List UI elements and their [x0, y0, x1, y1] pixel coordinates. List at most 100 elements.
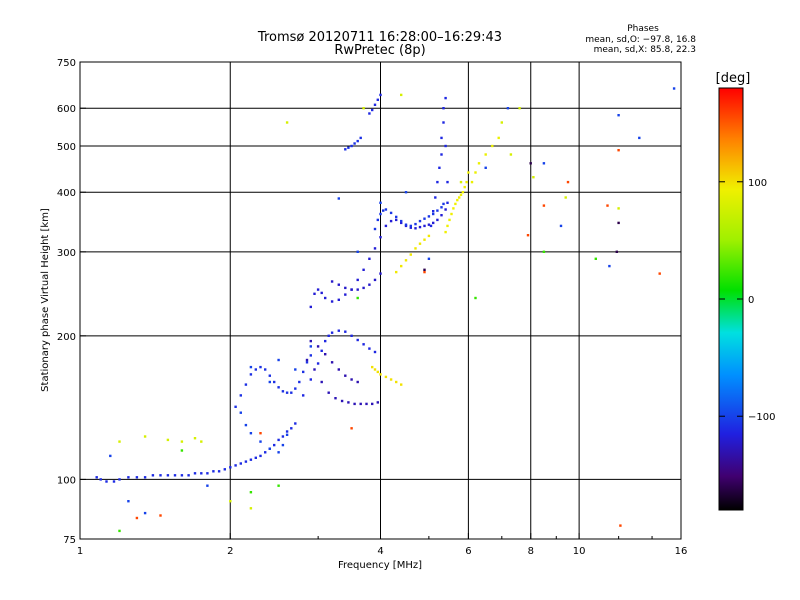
data-point — [99, 478, 102, 481]
y-tick-label: 75 — [63, 535, 76, 546]
data-point — [395, 270, 398, 274]
data-point — [638, 136, 641, 140]
data-point — [423, 224, 426, 228]
y-tick-label: 750 — [57, 58, 76, 69]
data-point — [617, 221, 620, 225]
data-point — [356, 380, 359, 384]
data-point — [427, 215, 431, 218]
data-point — [362, 286, 365, 290]
data-point — [305, 361, 309, 364]
data-point — [273, 380, 276, 384]
y-tick-label: 500 — [57, 142, 76, 153]
data-point — [193, 472, 197, 475]
data-point — [187, 474, 190, 477]
data-point — [423, 238, 426, 241]
data-point — [320, 349, 323, 352]
data-point — [118, 529, 121, 533]
x-tick-label: 6 — [465, 546, 471, 557]
data-point — [350, 378, 353, 381]
data-point — [206, 472, 209, 475]
data-point — [376, 401, 379, 404]
data-point — [277, 358, 280, 362]
data-point — [285, 430, 289, 433]
data-point — [658, 272, 661, 275]
data-point — [268, 374, 271, 377]
data-point — [166, 438, 170, 442]
data-point — [542, 204, 546, 207]
colorbar-label: [deg] — [716, 71, 751, 86]
data-point — [290, 427, 293, 430]
data-point — [229, 466, 232, 469]
data-point — [356, 139, 359, 143]
data-point — [249, 365, 253, 369]
data-point — [344, 330, 347, 333]
data-point — [294, 368, 297, 371]
data-point — [368, 112, 371, 115]
data-point — [217, 470, 221, 473]
data-point — [320, 291, 323, 295]
data-point — [461, 191, 465, 194]
data-point — [244, 423, 248, 427]
data-point — [118, 478, 121, 481]
data-point — [506, 107, 510, 110]
data-point — [127, 500, 130, 503]
data-point — [105, 480, 108, 483]
data-point — [327, 334, 330, 337]
data-point — [281, 390, 285, 393]
data-point — [615, 250, 618, 253]
data-point — [442, 107, 445, 110]
data-point — [474, 171, 477, 174]
data-point — [298, 380, 301, 384]
data-point — [362, 343, 365, 346]
data-point — [376, 218, 379, 222]
data-point — [200, 472, 203, 475]
data-point — [532, 176, 535, 179]
data-point — [281, 443, 285, 447]
data-point — [337, 368, 340, 371]
x-tick-label: 1 — [77, 546, 83, 557]
data-point — [294, 422, 297, 425]
data-point — [379, 272, 382, 275]
data-point — [409, 224, 412, 228]
data-point — [395, 380, 398, 384]
data-point — [484, 153, 487, 156]
data-point — [356, 296, 359, 300]
data-point — [452, 207, 455, 210]
data-point — [290, 391, 293, 394]
data-point — [337, 197, 340, 200]
data-point — [379, 236, 382, 239]
y-tick-label: 600 — [57, 104, 76, 115]
data-point — [118, 440, 121, 443]
data-point — [444, 144, 447, 148]
data-point — [193, 437, 197, 440]
data-point — [368, 283, 371, 286]
data-point — [376, 98, 379, 101]
data-point — [268, 380, 271, 384]
data-point — [109, 454, 112, 458]
data-point — [254, 456, 257, 459]
data-point — [143, 435, 147, 438]
x-tick-label: 4 — [377, 546, 383, 557]
data-point — [384, 208, 388, 211]
data-point — [264, 368, 267, 371]
data-point — [135, 476, 139, 479]
data-point — [143, 476, 147, 479]
data-point — [500, 121, 503, 124]
data-point — [395, 218, 398, 222]
data-point — [285, 433, 289, 436]
y-tick-label: 300 — [57, 248, 76, 259]
data-point — [467, 171, 470, 174]
data-point — [440, 153, 443, 156]
data-point — [259, 432, 262, 435]
data-point — [606, 204, 609, 207]
data-point — [456, 198, 459, 202]
data-point — [491, 144, 494, 148]
data-point — [429, 224, 433, 228]
data-point — [359, 136, 362, 140]
data-point — [404, 259, 408, 262]
data-point — [436, 218, 439, 222]
data-point — [427, 234, 431, 238]
data-point — [446, 201, 449, 204]
data-point — [529, 162, 532, 165]
